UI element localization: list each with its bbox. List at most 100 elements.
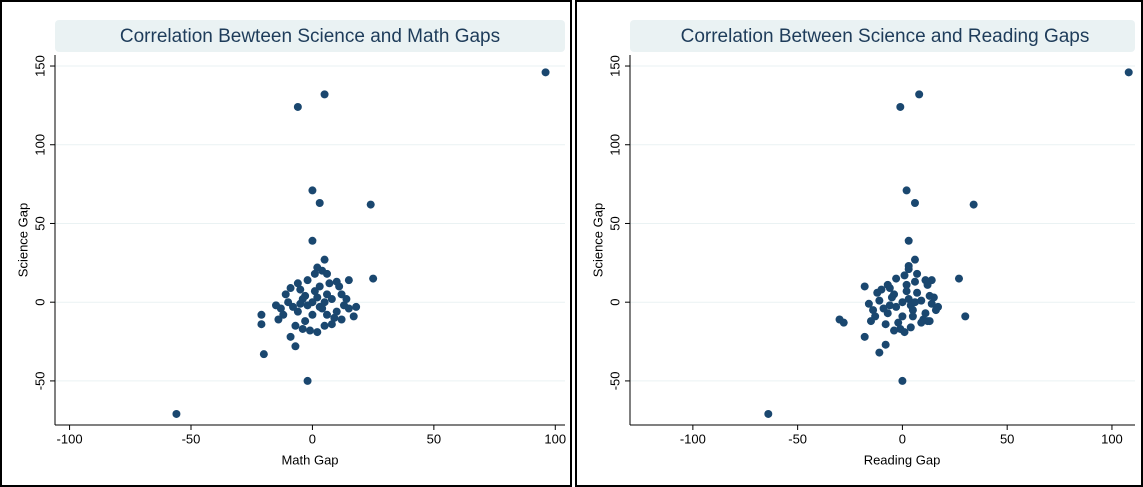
point — [541, 68, 550, 77]
point — [892, 302, 901, 311]
point — [910, 199, 919, 207]
title-band — [55, 20, 565, 52]
point — [885, 301, 894, 310]
point — [860, 282, 869, 291]
point — [342, 295, 351, 304]
point — [293, 102, 302, 111]
point — [284, 298, 293, 307]
point — [332, 277, 341, 286]
point — [286, 284, 295, 293]
x-tick-label: -50 — [182, 431, 201, 446]
x-tick-label: 100 — [544, 431, 566, 446]
point — [875, 348, 884, 357]
point — [931, 306, 940, 315]
y-tick-label: 0 — [32, 299, 47, 306]
point — [257, 310, 266, 319]
point — [910, 277, 919, 286]
point — [308, 236, 317, 245]
y-tick-label: 100 — [607, 134, 622, 156]
point — [257, 320, 266, 329]
x-tick-label: -100 — [680, 431, 706, 446]
panel-border — [0, 0, 572, 487]
point — [298, 324, 307, 333]
chart-panel: Correlation Between Science and Reading … — [575, 0, 1143, 487]
point — [866, 317, 875, 326]
point — [308, 310, 317, 319]
point — [904, 261, 913, 270]
point — [301, 291, 310, 300]
point — [306, 326, 314, 335]
y-axis-label: Science Gap — [590, 203, 605, 277]
point — [281, 290, 290, 299]
point — [902, 280, 911, 289]
x-tick-label: 0 — [899, 431, 906, 446]
point — [272, 301, 280, 310]
point — [917, 318, 926, 327]
point — [860, 332, 869, 341]
point — [954, 274, 963, 283]
point — [894, 318, 903, 327]
point — [301, 317, 310, 326]
point — [915, 90, 924, 99]
point — [291, 321, 300, 330]
point — [873, 288, 882, 297]
y-tick-label: 0 — [607, 299, 622, 306]
point — [320, 90, 329, 99]
point — [310, 269, 319, 278]
point — [303, 276, 312, 285]
chart-title: Correlation Bewteen Science and Math Gap… — [120, 26, 500, 47]
point — [349, 312, 358, 321]
point — [313, 293, 322, 302]
point — [917, 296, 926, 305]
point — [890, 326, 899, 335]
point — [908, 312, 917, 321]
point — [296, 285, 305, 294]
point — [961, 312, 970, 321]
point — [929, 293, 938, 302]
point — [883, 280, 892, 289]
point — [369, 274, 378, 283]
x-tick-label: -50 — [788, 431, 807, 446]
chart-title: Correlation Between Science and Reading … — [681, 26, 1090, 47]
point — [330, 313, 339, 322]
point — [344, 276, 353, 285]
point — [332, 307, 341, 316]
point — [323, 269, 331, 278]
point — [366, 200, 375, 209]
point — [898, 298, 907, 307]
point — [323, 310, 331, 319]
y-tick-label: 100 — [32, 134, 47, 156]
point — [913, 288, 922, 297]
point — [308, 186, 317, 195]
point — [875, 296, 884, 305]
point — [291, 342, 300, 351]
x-tick-label: -100 — [57, 431, 83, 446]
point — [864, 299, 873, 308]
point — [906, 323, 915, 332]
point — [327, 295, 336, 304]
point — [296, 299, 305, 308]
point — [313, 263, 322, 272]
point — [172, 409, 181, 418]
point — [904, 295, 913, 304]
y-tick-label: 50 — [32, 216, 47, 230]
point — [900, 271, 909, 280]
point — [303, 376, 312, 385]
point — [352, 302, 361, 311]
point — [327, 320, 336, 329]
x-tick-label: 50 — [427, 431, 441, 446]
point — [881, 320, 890, 329]
point — [293, 279, 302, 288]
point — [1124, 68, 1133, 77]
point — [900, 328, 909, 337]
point — [325, 279, 334, 288]
point — [904, 236, 913, 245]
point — [898, 376, 907, 385]
point — [890, 290, 899, 299]
x-axis-label: Reading Gap — [864, 452, 941, 467]
point — [310, 287, 319, 296]
point — [902, 186, 911, 195]
point — [898, 312, 907, 321]
point — [921, 309, 930, 318]
